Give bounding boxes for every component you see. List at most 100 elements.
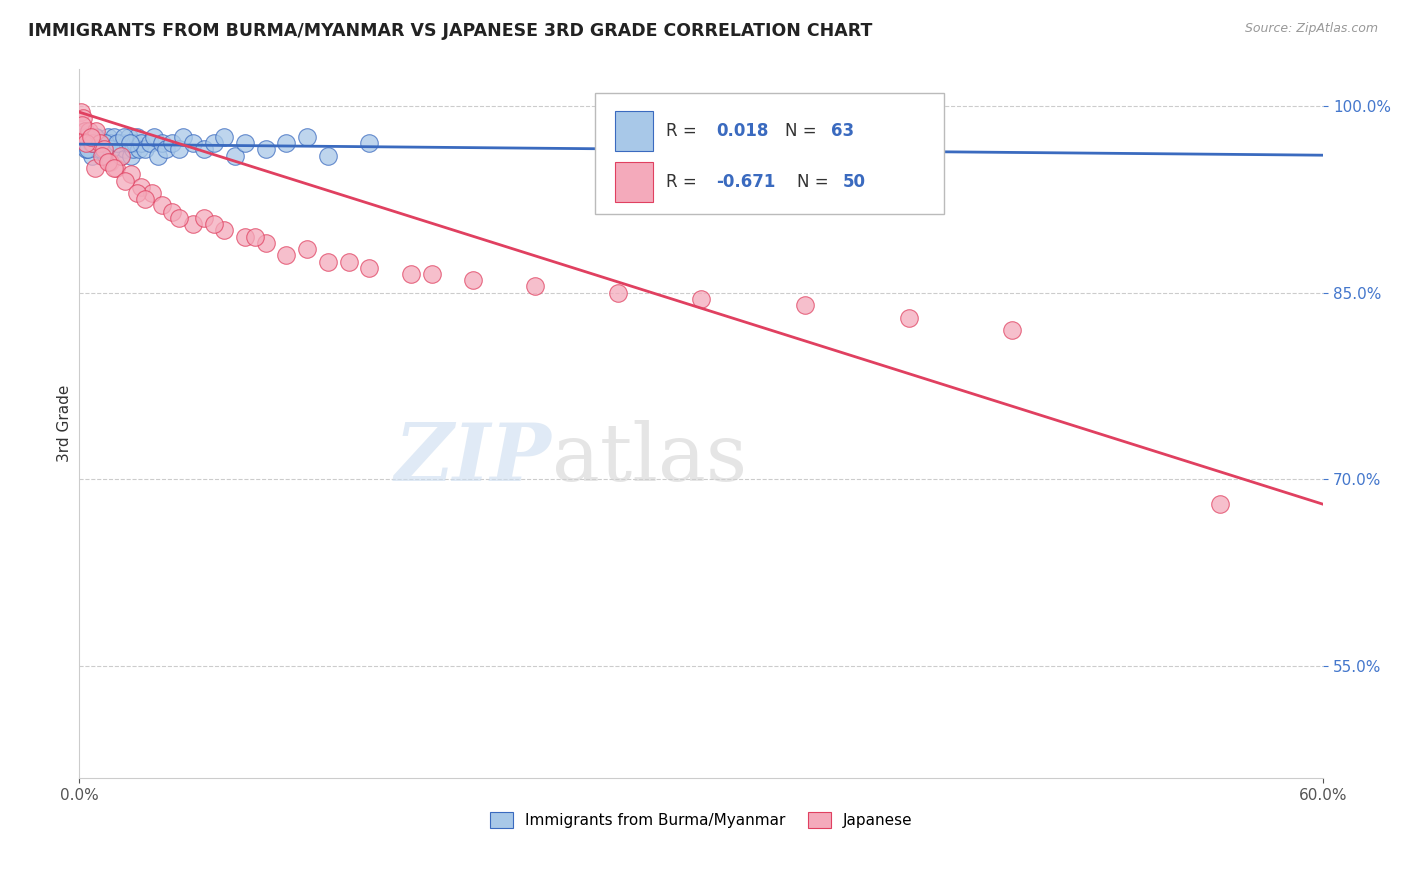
Point [98, 155, 121, 169]
Point [105, 161, 128, 175]
Point [79, 124, 101, 138]
Point [83, 161, 105, 175]
Text: 0.018: 0.018 [716, 122, 769, 140]
Point [76, 143, 98, 157]
Point [128, 143, 150, 157]
Point [75, 124, 97, 138]
Point [793, 298, 815, 312]
Point [115, 136, 138, 151]
Point [150, 198, 173, 212]
Point [131, 136, 153, 151]
Point [142, 130, 165, 145]
Point [73, 136, 96, 151]
Point [245, 229, 267, 244]
Point [167, 211, 190, 225]
Point [80, 136, 103, 151]
Point [120, 167, 142, 181]
Legend: Immigrants from Burma/Myanmar, Japanese: Immigrants from Burma/Myanmar, Japanese [484, 806, 920, 834]
Point [87, 143, 110, 157]
Point [75, 143, 97, 157]
Point [84, 130, 107, 145]
Point [1001, 323, 1024, 337]
Point [93, 136, 115, 151]
Point [110, 149, 132, 163]
Text: IMMIGRANTS FROM BURMA/MYANMAR VS JAPANESE 3RD GRADE CORRELATION CHART: IMMIGRANTS FROM BURMA/MYANMAR VS JAPANES… [28, 22, 873, 40]
Point [111, 136, 134, 151]
Point [97, 130, 120, 145]
Point [233, 136, 256, 151]
Point [75, 124, 97, 138]
Point [141, 186, 163, 200]
Point [254, 143, 277, 157]
Point [79, 130, 101, 145]
Point [75, 136, 97, 151]
Point [167, 143, 190, 157]
Point [90, 149, 112, 163]
Point [105, 143, 128, 157]
Point [524, 279, 547, 293]
Point [114, 143, 136, 157]
Point [155, 143, 177, 157]
Point [181, 136, 204, 151]
Point [276, 248, 298, 262]
Point [172, 130, 194, 145]
Text: N =: N = [797, 173, 834, 191]
Point [124, 136, 146, 151]
Point [70, 130, 93, 145]
Point [607, 285, 630, 300]
Point [118, 130, 141, 145]
FancyBboxPatch shape [616, 161, 652, 202]
Point [316, 149, 339, 163]
Point [79, 130, 101, 145]
Point [82, 136, 104, 151]
Point [1208, 497, 1230, 511]
Point [162, 136, 184, 151]
Point [70, 118, 93, 132]
Point [134, 192, 156, 206]
Point [297, 130, 319, 145]
Point [103, 130, 125, 145]
Point [202, 136, 225, 151]
Point [359, 260, 381, 275]
Point [93, 143, 115, 157]
Text: Source: ZipAtlas.com: Source: ZipAtlas.com [1244, 22, 1378, 36]
Point [112, 130, 135, 145]
Point [94, 149, 117, 163]
Point [127, 186, 149, 200]
FancyBboxPatch shape [616, 111, 652, 152]
Point [297, 242, 319, 256]
Point [316, 254, 339, 268]
Point [72, 112, 94, 126]
Point [359, 136, 381, 151]
Point [127, 130, 149, 145]
Point [134, 143, 156, 157]
Point [70, 130, 93, 145]
Point [84, 124, 107, 138]
Point [276, 136, 298, 151]
Point [83, 130, 105, 145]
Text: -0.671: -0.671 [716, 173, 776, 191]
Text: R =: R = [666, 122, 703, 140]
Point [399, 267, 422, 281]
Point [101, 143, 124, 157]
Point [83, 136, 105, 151]
Point [97, 155, 120, 169]
Text: ZIP: ZIP [395, 420, 553, 498]
Point [690, 292, 713, 306]
Point [214, 223, 236, 237]
Point [107, 136, 129, 151]
Point [214, 130, 236, 145]
Point [70, 105, 93, 120]
Y-axis label: 3rd Grade: 3rd Grade [58, 384, 72, 462]
Point [89, 136, 111, 151]
Point [89, 136, 111, 151]
Point [131, 179, 153, 194]
Point [146, 149, 169, 163]
Point [80, 149, 103, 163]
Point [120, 149, 142, 163]
Point [110, 149, 132, 163]
Point [72, 136, 94, 151]
Text: 63: 63 [831, 122, 853, 140]
Point [90, 143, 112, 157]
Text: R =: R = [666, 173, 703, 191]
